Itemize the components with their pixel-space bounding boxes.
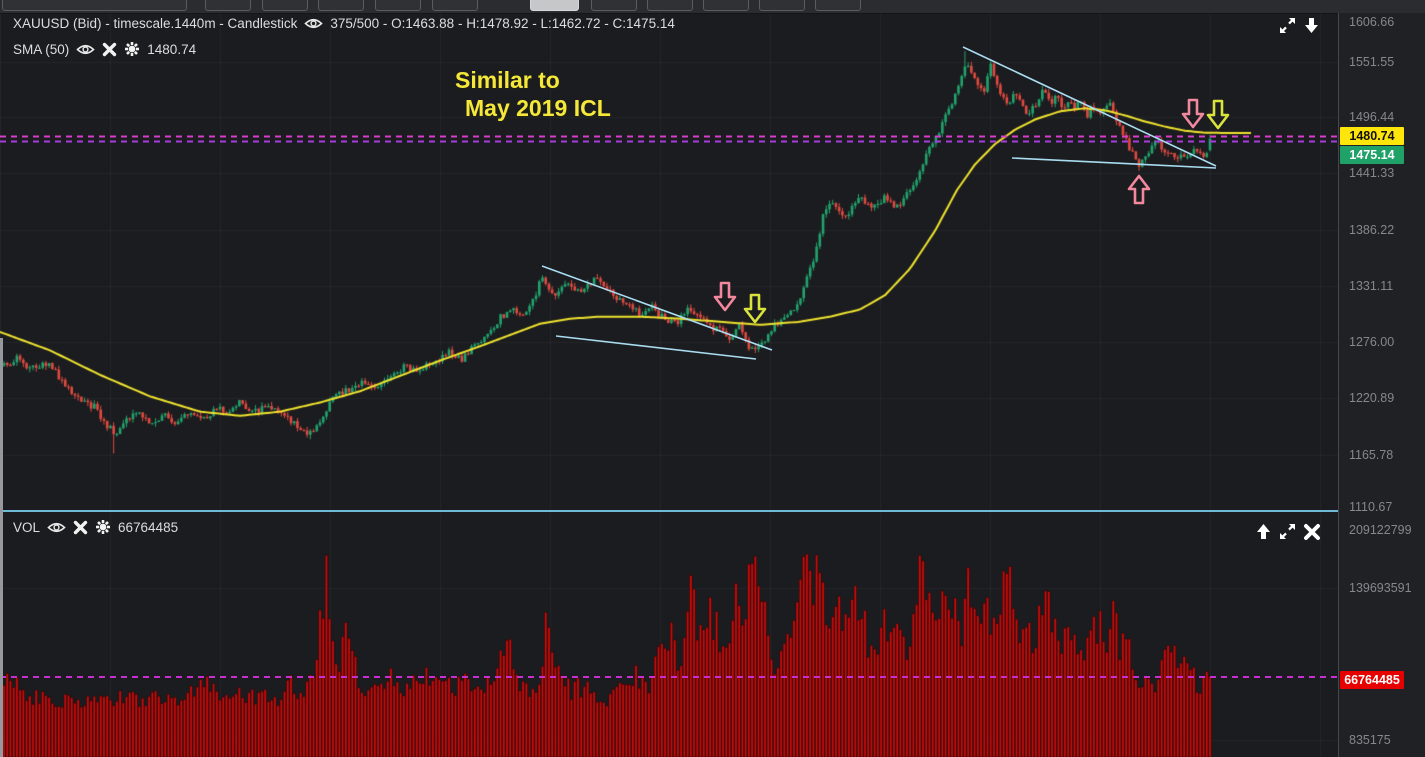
axis-tick-label: 1551.55 [1349, 55, 1395, 69]
eye-icon[interactable] [76, 43, 95, 56]
sma-current-value: 1480.74 [147, 41, 197, 57]
axis-tick-label: 139693591 [1349, 581, 1412, 595]
chart-legend: XAUUSD (Bid) - timescale.1440m - Candles… [13, 16, 675, 31]
trendline-top-wedge-upper[interactable] [962, 46, 1217, 167]
axis-tick-label: 209122799 [1349, 523, 1412, 537]
close-panel-icon[interactable] [1303, 523, 1321, 541]
toolbar-button-7[interactable] [530, 0, 579, 11]
sma-label: SMA (50) [13, 41, 70, 57]
move-panel-down-icon[interactable] [1303, 16, 1320, 35]
price-axis[interactable]: 1480.74 1475.14 66764485 1606.66 1551.55 1… [1338, 13, 1425, 757]
vol-current-value: 66764485 [118, 519, 179, 535]
toolbar-button-4[interactable] [318, 0, 364, 11]
symbol-title: XAUUSD (Bid) - timescale.1440m - Candles… [13, 16, 298, 31]
axis-tick-label: 1441.33 [1349, 166, 1395, 180]
panel-divider[interactable] [0, 510, 1425, 512]
pink-down-arrow-annotation[interactable] [713, 281, 737, 312]
toolbar-button-1[interactable] [2, 0, 187, 11]
pink-down-arrow-annotation[interactable] [1181, 98, 1205, 129]
chart-corner-controls [1278, 16, 1320, 35]
axis-tick-label: 1496.44 [1349, 110, 1395, 124]
volume-legend: VOL 66764485 [13, 519, 178, 535]
settings-gear-icon[interactable] [95, 519, 111, 535]
sma-legend: SMA (50) 1480.74 [13, 41, 196, 57]
axis-tick-label: 1386.22 [1349, 223, 1395, 237]
axis-tick-label: 835175 [1349, 733, 1391, 747]
bar-info: 375/500 - O:1463.88 - H:1478.92 - L:1462… [330, 16, 675, 31]
top-toolbar [0, 0, 1425, 14]
toolbar-button-2[interactable] [205, 0, 251, 11]
annotation-line1: Similar to [455, 67, 560, 93]
toolbar-button-3[interactable] [262, 0, 308, 11]
move-panel-up-icon[interactable] [1255, 522, 1272, 541]
trendline-mid-wedge-lower[interactable] [555, 335, 757, 360]
remove-indicator-icon[interactable] [73, 520, 88, 535]
pink-up-arrow-annotation[interactable] [1127, 174, 1151, 205]
resize-panel-icon[interactable] [1278, 16, 1297, 35]
current-volume-badge: 66764485 [1340, 671, 1404, 689]
yellow-down-arrow-annotation[interactable] [743, 293, 767, 324]
last-price-badge: 1475.14 [1340, 145, 1404, 164]
axis-tick-label: 1606.66 [1349, 15, 1395, 29]
axis-tick-label: 1110.67 [1349, 500, 1393, 514]
toolbar-button-5[interactable] [375, 0, 421, 11]
toolbar-button-9[interactable] [647, 0, 693, 11]
toolbar-button-11[interactable] [759, 0, 805, 11]
left-edge-strip [0, 338, 3, 757]
axis-tick-label: 1165.78 [1349, 448, 1394, 462]
eye-icon[interactable] [304, 17, 324, 30]
volume-corner-controls [1255, 522, 1321, 541]
toolbar-button-12[interactable] [815, 0, 861, 11]
sma-value-badge: 1480.74 [1340, 127, 1404, 145]
axis-tick-label: 1276.00 [1349, 335, 1395, 349]
annotation-line2: May 2019 ICL [465, 95, 611, 121]
trendline-mid-wedge-upper[interactable] [541, 265, 773, 351]
toolbar-button-10[interactable] [703, 0, 749, 11]
remove-indicator-icon[interactable] [102, 42, 117, 57]
axis-tick-label: 1220.89 [1349, 391, 1395, 405]
toolbar-button-6[interactable] [432, 0, 478, 11]
trendline-top-wedge-lower[interactable] [1011, 157, 1217, 169]
eye-icon[interactable] [47, 521, 66, 534]
toolbar-button-8[interactable] [591, 0, 637, 11]
text-annotation[interactable]: Similar to May 2019 ICL [455, 66, 611, 122]
axis-tick-label: 1331.11 [1349, 279, 1394, 293]
resize-panel-icon[interactable] [1278, 522, 1297, 541]
yellow-down-arrow-annotation[interactable] [1206, 99, 1230, 130]
settings-gear-icon[interactable] [124, 41, 140, 57]
vol-label: VOL [13, 519, 41, 535]
